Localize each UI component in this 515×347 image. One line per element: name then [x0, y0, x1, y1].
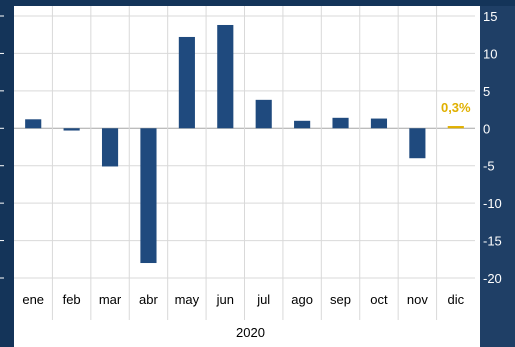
bar-ene	[25, 119, 42, 129]
y-tick-label: 0	[483, 121, 490, 136]
y-tick-label: 15	[483, 9, 497, 24]
x-tick-label: ene	[22, 292, 44, 307]
x-tick-label: mar	[99, 292, 122, 307]
x-axis-label: 2020	[236, 325, 265, 340]
bar-mar	[101, 128, 119, 167]
x-tick-label: oct	[370, 292, 388, 307]
bar-feb	[63, 128, 80, 131]
x-tick-label: feb	[63, 292, 81, 307]
left-border	[0, 0, 14, 347]
bar-ago	[294, 120, 311, 129]
bar-abr	[140, 128, 157, 264]
y-tick-label: 10	[483, 46, 497, 61]
x-tick-label: jul	[256, 292, 270, 307]
x-tick-label: nov	[407, 292, 428, 307]
highlight-data-label: 0,3%	[441, 100, 471, 115]
plot-panel	[14, 6, 480, 347]
y-tick-label: -10	[483, 196, 502, 211]
x-tick-label: abr	[139, 292, 158, 307]
bar-sep	[332, 117, 349, 129]
x-tick-label: ago	[291, 292, 313, 307]
x-tick-label: jun	[216, 292, 234, 307]
x-tick-label: dic	[447, 292, 464, 307]
bar-may	[178, 36, 195, 129]
y-tick-label: -5	[483, 159, 495, 174]
bar-jun	[217, 24, 234, 129]
x-tick-label: may	[175, 292, 200, 307]
bar-jul	[255, 99, 272, 129]
y-tick-label: -15	[483, 234, 502, 249]
y-tick-label: 5	[483, 84, 490, 99]
bar-dic	[447, 126, 464, 129]
y-tick-label: -20	[483, 271, 502, 286]
top-border	[0, 0, 515, 6]
bar-nov	[409, 128, 426, 159]
x-tick-label: sep	[330, 292, 351, 307]
bar-oct	[370, 118, 388, 129]
